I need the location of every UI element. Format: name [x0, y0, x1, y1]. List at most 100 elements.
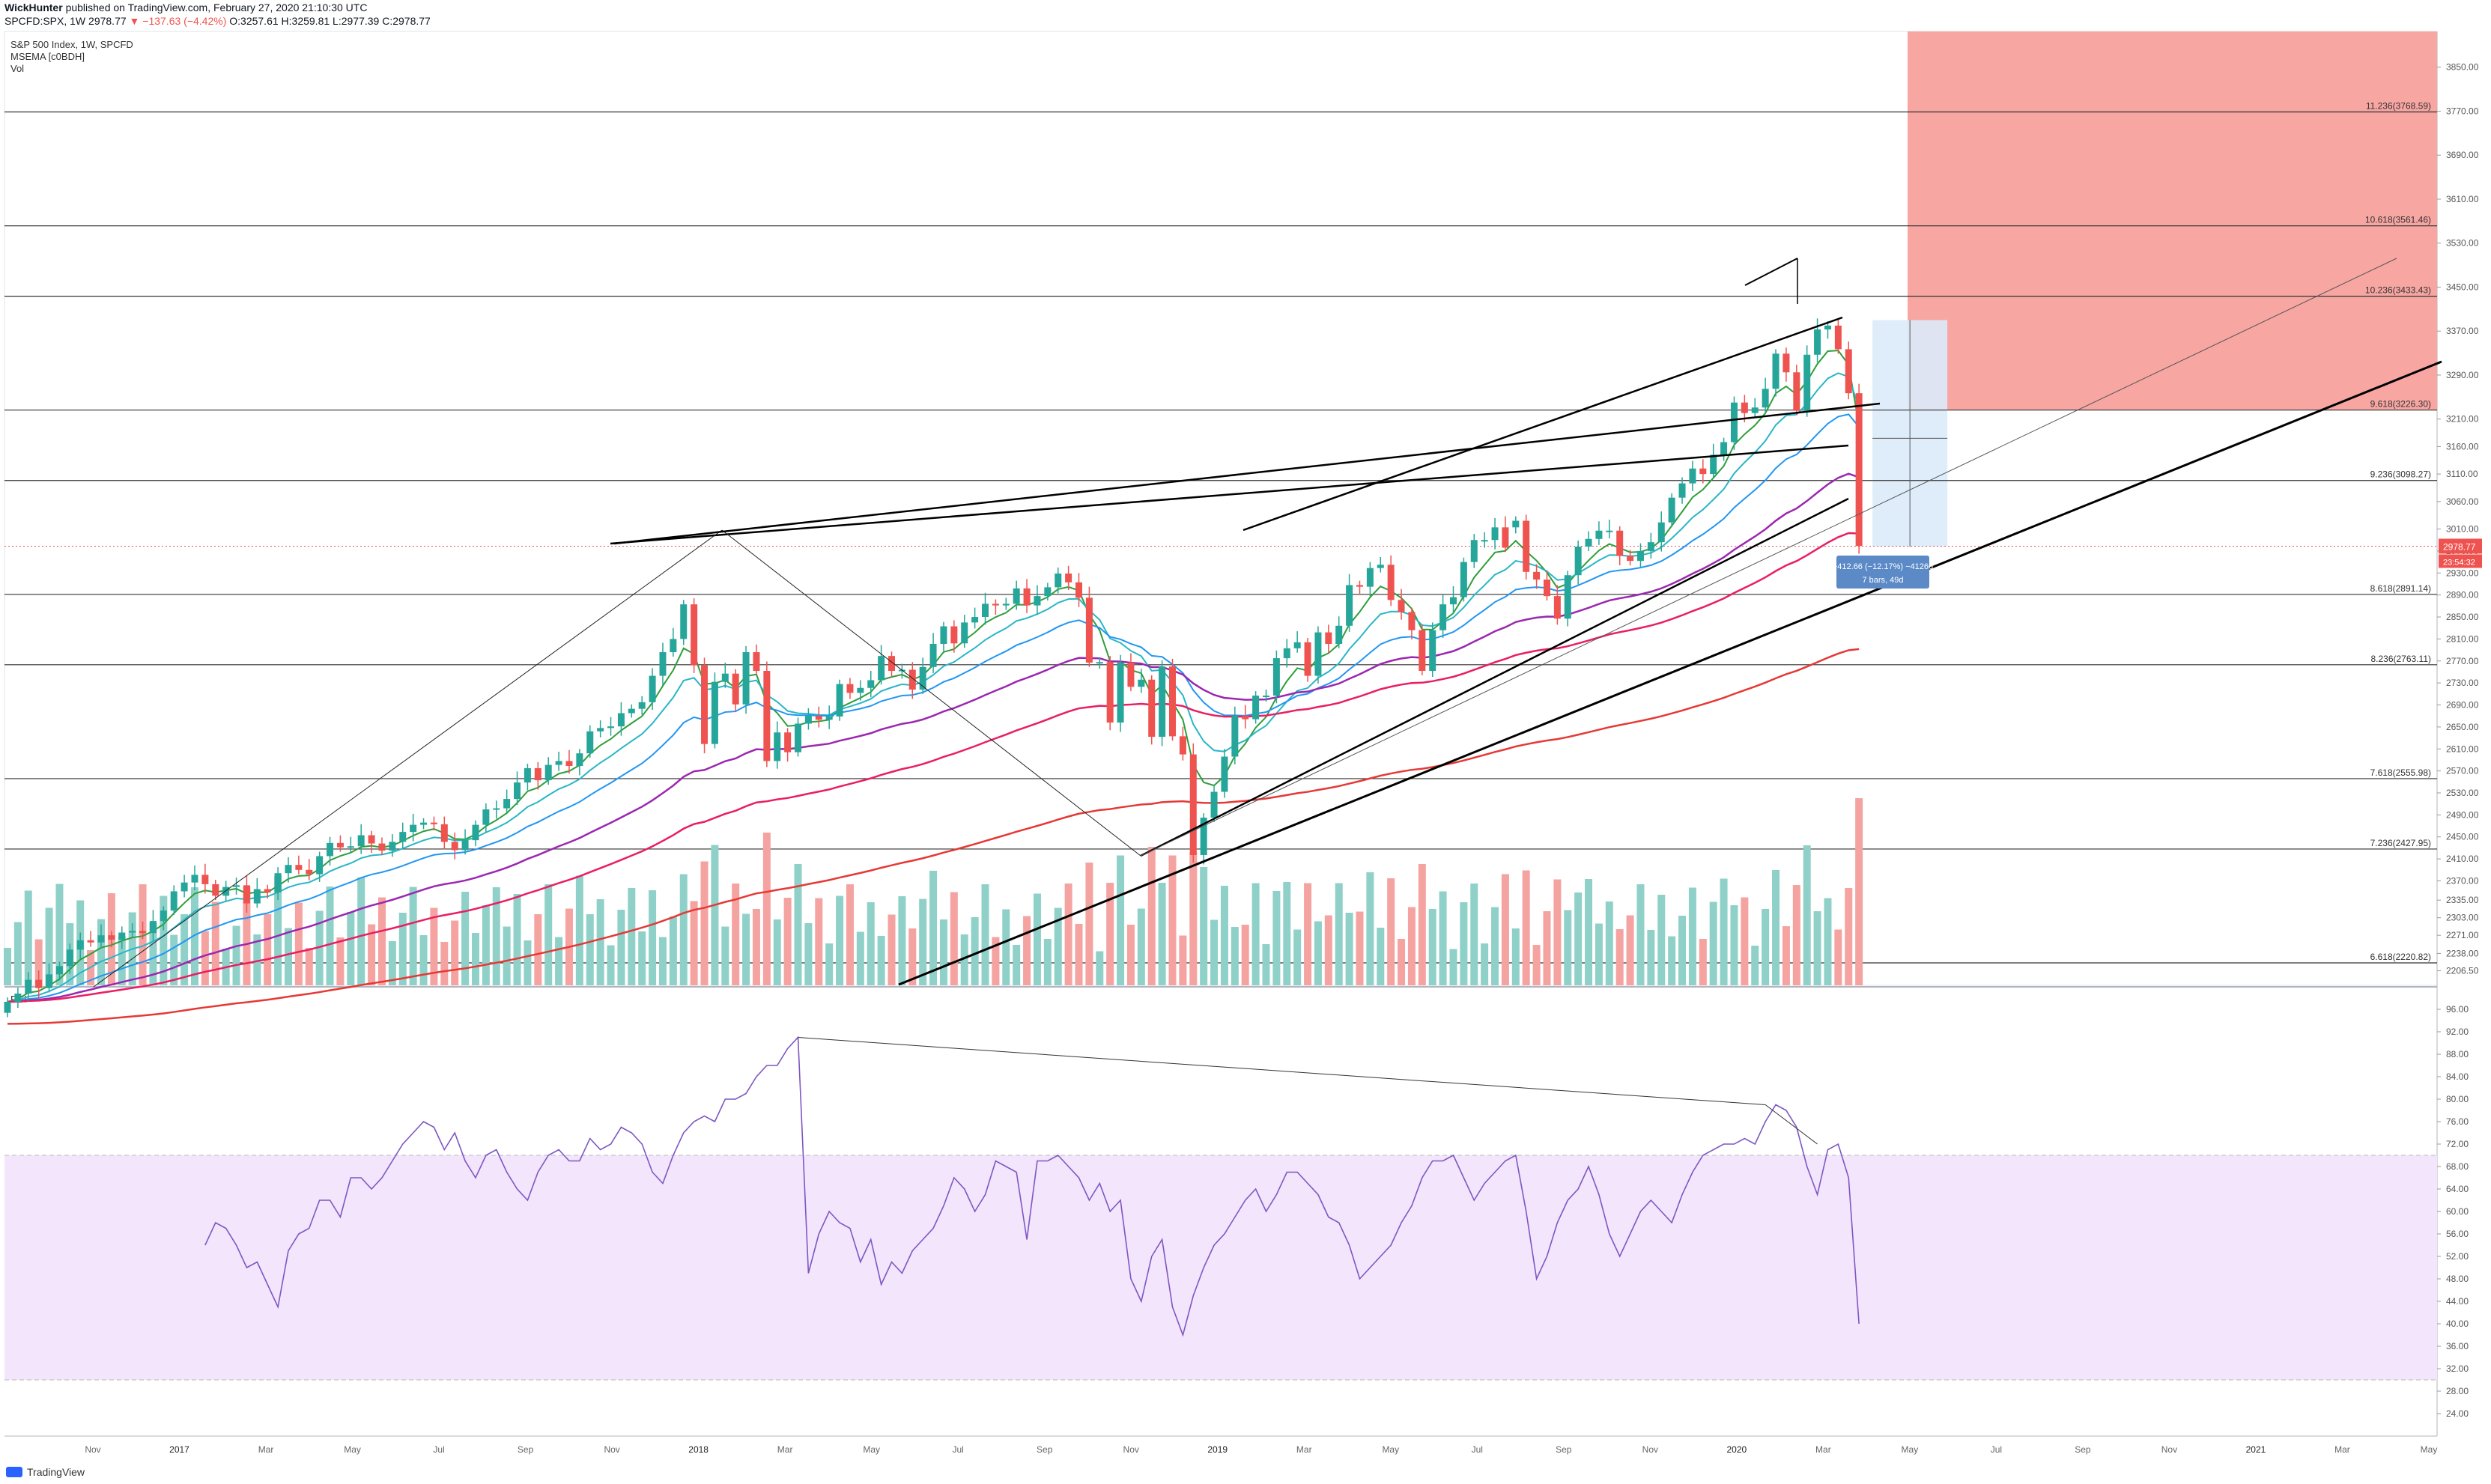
- legend-volume[interactable]: Vol: [10, 63, 25, 74]
- volume-bar: [617, 910, 625, 985]
- volume-bar: [1657, 895, 1666, 985]
- volume-bar: [97, 919, 105, 985]
- time-tick-label: Jul: [953, 1444, 964, 1455]
- price-tick-label: 2370.00: [2446, 875, 2479, 886]
- candle-body: [327, 842, 334, 857]
- volume-bar: [243, 887, 251, 985]
- volume-bar: [898, 896, 906, 985]
- price-tick-label: 3690.00: [2446, 150, 2479, 160]
- volume-bar: [1574, 892, 1583, 985]
- candle-body: [888, 656, 896, 671]
- volume-bar: [1023, 916, 1031, 985]
- volume-bar: [1595, 923, 1603, 985]
- candle-body: [1002, 603, 1010, 606]
- volume-bar: [409, 887, 417, 985]
- volume-bar: [274, 875, 282, 985]
- open-value: O:3257.61: [229, 15, 279, 27]
- candle-body: [14, 994, 22, 1003]
- candle-body: [1221, 756, 1228, 792]
- candle-body: [212, 884, 219, 896]
- candle-body: [461, 840, 469, 851]
- legend-series[interactable]: S&P 500 Index, 1W, SPCFD: [10, 39, 133, 50]
- time-tick-label: Mar: [258, 1444, 274, 1455]
- price-tick-label: 3290.00: [2446, 370, 2479, 380]
- candle-body: [180, 882, 188, 892]
- volume-bar: [1387, 878, 1395, 985]
- indicator-legend: S&P 500 Index, 1W, SPCFD MSEMA [c0BDH] V…: [10, 39, 133, 75]
- price-tick-label: 2410.00: [2446, 854, 2479, 864]
- candle-body: [1293, 642, 1301, 648]
- last-price-tag: [2439, 538, 2482, 554]
- volume-bar: [440, 942, 449, 985]
- price-tick-label: 2610.00: [2446, 743, 2479, 754]
- volume-bar: [815, 898, 823, 985]
- volume-bar: [939, 919, 947, 985]
- candle-body: [1481, 540, 1488, 542]
- volume-bar: [1855, 798, 1863, 985]
- author-name[interactable]: WickHunter: [4, 1, 63, 13]
- volume-bar: [981, 884, 989, 985]
- candle-body: [670, 639, 677, 653]
- volume-bar: [232, 925, 240, 985]
- volume-bar: [1709, 901, 1717, 985]
- candle-body: [1657, 522, 1665, 543]
- candle-body: [721, 673, 729, 682]
- rsi-tick-label: 68.00: [2446, 1161, 2469, 1172]
- trend-line: [721, 529, 1141, 857]
- candle-body: [1179, 736, 1186, 755]
- volume-bar: [4, 948, 11, 985]
- price-tick-label: 3770.00: [2446, 106, 2479, 116]
- volume-bar: [1345, 913, 1353, 985]
- candle-body: [1533, 571, 1541, 580]
- price-tick-label: 2690.00: [2446, 700, 2479, 711]
- candle-body: [306, 869, 313, 875]
- volume-bar: [1511, 928, 1520, 985]
- trend-line: [1140, 258, 2397, 857]
- volume-bar: [264, 914, 272, 985]
- fib-level-label: 10.618(3561.46): [2365, 215, 2431, 225]
- volume-bar: [492, 887, 500, 985]
- price-tick-label: 2271.00: [2446, 930, 2479, 940]
- candle-body: [795, 723, 802, 752]
- volume-bar: [24, 890, 32, 985]
- candle-body: [565, 761, 573, 767]
- candle-body: [1242, 716, 1249, 720]
- volume-bar: [919, 898, 927, 985]
- volume-bar: [544, 884, 553, 985]
- volume-bar: [1126, 925, 1135, 985]
- price-tick-label: 2730.00: [2446, 678, 2479, 688]
- candle-body: [825, 716, 833, 720]
- candle-body: [1398, 600, 1405, 612]
- candle-body: [982, 603, 989, 618]
- candle-body: [368, 835, 375, 844]
- volume-bar: [649, 890, 657, 985]
- candle-body: [347, 846, 354, 848]
- low-value: L:2977.39: [333, 15, 380, 27]
- volume-bar: [1522, 870, 1530, 985]
- volume-bar: [607, 945, 615, 985]
- volume-bar: [1054, 907, 1062, 985]
- fib-level-label: 8.618(2891.14): [2370, 583, 2431, 594]
- volume-bar: [294, 902, 303, 985]
- time-tick-label: Nov: [1123, 1444, 1139, 1455]
- fib-level-label: 9.618(3226.30): [2370, 399, 2431, 410]
- price-tick-label: 3850.00: [2446, 62, 2479, 73]
- candle-body: [76, 940, 84, 950]
- candle-body: [1574, 547, 1582, 576]
- rsi-tick-label: 96.00: [2446, 1004, 2469, 1015]
- rsi-tick-label: 76.00: [2446, 1116, 2469, 1127]
- volume-bar: [1407, 907, 1416, 985]
- volume-bar: [1428, 909, 1436, 985]
- volume-bar: [711, 845, 719, 985]
- fib-level-label: 10.236(3433.43): [2365, 285, 2431, 296]
- candle-body: [607, 726, 615, 729]
- time-tick-label: Sep: [1556, 1444, 1572, 1455]
- trend-line: [1243, 316, 1843, 532]
- volume-bar: [513, 894, 521, 985]
- fib-level-label: 7.618(2555.98): [2370, 767, 2431, 778]
- candle-body: [87, 940, 94, 943]
- candle-body: [1419, 630, 1426, 671]
- candle-body: [846, 684, 854, 693]
- legend-msema[interactable]: MSEMA [c0BDH]: [10, 51, 85, 62]
